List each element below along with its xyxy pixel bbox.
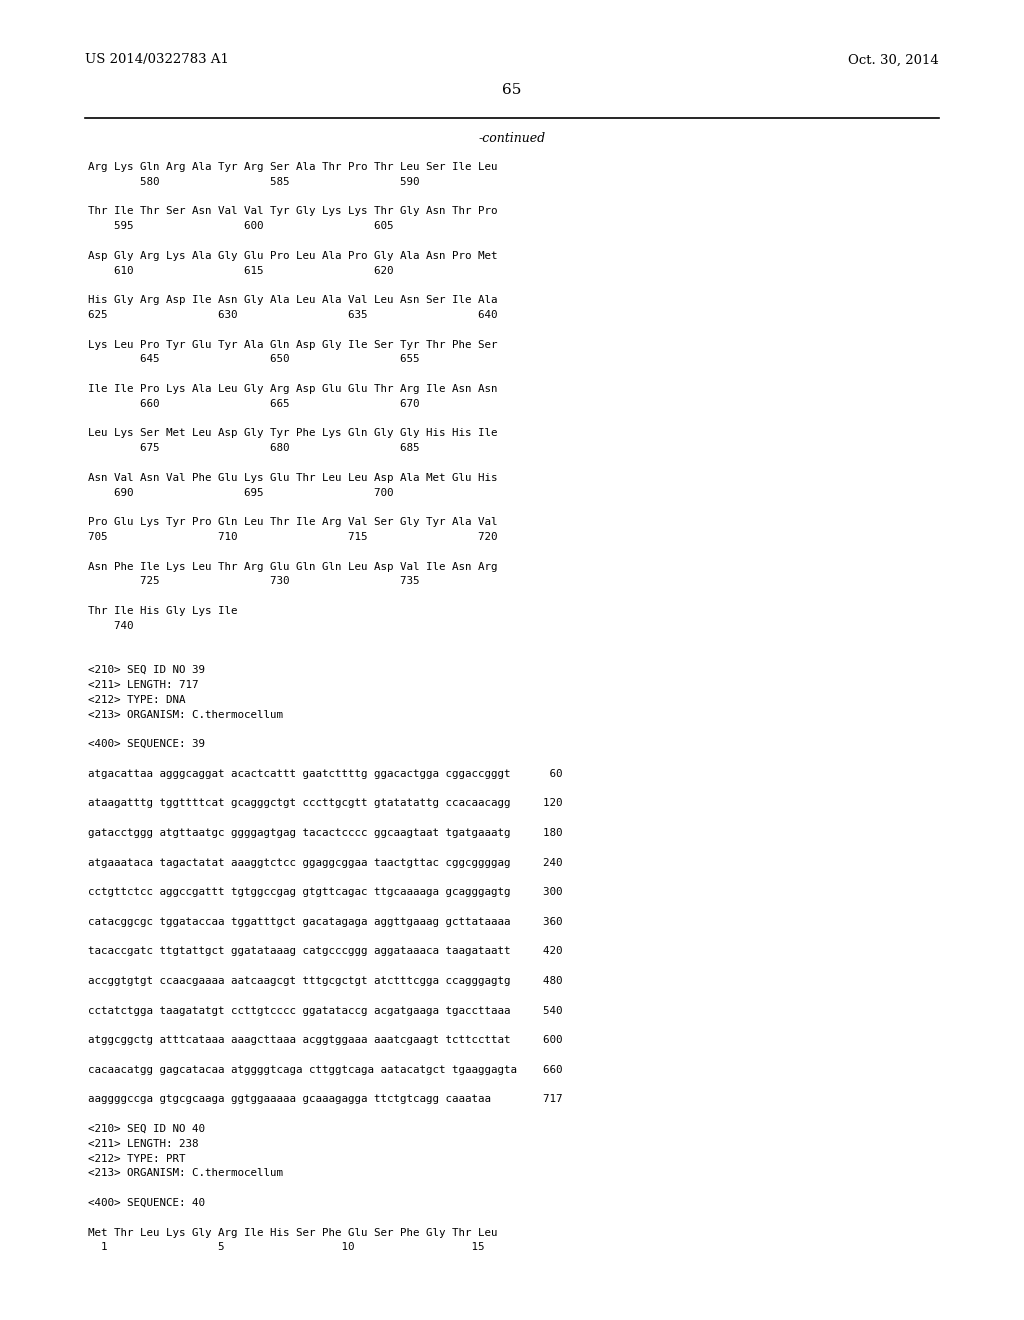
Text: -continued: -continued <box>478 132 546 144</box>
Text: Met Thr Leu Lys Gly Arg Ile His Ser Phe Glu Ser Phe Gly Thr Leu: Met Thr Leu Lys Gly Arg Ile His Ser Phe … <box>88 1228 498 1238</box>
Text: cctgttctcc aggccgattt tgtggccgag gtgttcagac ttgcaaaaga gcagggagtg     300: cctgttctcc aggccgattt tgtggccgag gtgttca… <box>88 887 562 898</box>
Text: Asp Gly Arg Lys Ala Gly Glu Pro Leu Ala Pro Gly Ala Asn Pro Met: Asp Gly Arg Lys Ala Gly Glu Pro Leu Ala … <box>88 251 498 261</box>
Text: 580                 585                 590: 580 585 590 <box>88 177 420 187</box>
Text: 740: 740 <box>88 620 133 631</box>
Text: Ile Ile Pro Lys Ala Leu Gly Arg Asp Glu Glu Thr Arg Ile Asn Asn: Ile Ile Pro Lys Ala Leu Gly Arg Asp Glu … <box>88 384 498 393</box>
Text: accggtgtgt ccaacgaaaa aatcaagcgt tttgcgctgt atctttcgga ccagggagtg     480: accggtgtgt ccaacgaaaa aatcaagcgt tttgcgc… <box>88 975 562 986</box>
Text: 690                 695                 700: 690 695 700 <box>88 487 393 498</box>
Text: gatacctggg atgttaatgc ggggagtgag tacactcccc ggcaagtaat tgatgaaatg     180: gatacctggg atgttaatgc ggggagtgag tacactc… <box>88 828 562 838</box>
Text: Pro Glu Lys Tyr Pro Gln Leu Thr Ile Arg Val Ser Gly Tyr Ala Val: Pro Glu Lys Tyr Pro Gln Leu Thr Ile Arg … <box>88 517 498 527</box>
Text: atggcggctg atttcataaa aaagcttaaa acggtggaaa aaatcgaagt tcttccttat     600: atggcggctg atttcataaa aaagcttaaa acggtgg… <box>88 1035 562 1045</box>
Text: 705                 710                 715                 720: 705 710 715 720 <box>88 532 498 543</box>
Text: His Gly Arg Asp Ile Asn Gly Ala Leu Ala Val Leu Asn Ser Ile Ala: His Gly Arg Asp Ile Asn Gly Ala Leu Ala … <box>88 296 498 305</box>
Text: Asn Val Asn Val Phe Glu Lys Glu Thr Leu Leu Asp Ala Met Glu His: Asn Val Asn Val Phe Glu Lys Glu Thr Leu … <box>88 473 498 483</box>
Text: Thr Ile Thr Ser Asn Val Val Tyr Gly Lys Lys Thr Gly Asn Thr Pro: Thr Ile Thr Ser Asn Val Val Tyr Gly Lys … <box>88 206 498 216</box>
Text: <210> SEQ ID NO 40: <210> SEQ ID NO 40 <box>88 1125 205 1134</box>
Text: Leu Lys Ser Met Leu Asp Gly Tyr Phe Lys Gln Gly Gly His His Ile: Leu Lys Ser Met Leu Asp Gly Tyr Phe Lys … <box>88 429 498 438</box>
Text: <400> SEQUENCE: 39: <400> SEQUENCE: 39 <box>88 739 205 750</box>
Text: <213> ORGANISM: C.thermocellum: <213> ORGANISM: C.thermocellum <box>88 710 283 719</box>
Text: 725                 730                 735: 725 730 735 <box>88 577 420 586</box>
Text: 1                 5                  10                  15: 1 5 10 15 <box>88 1242 484 1253</box>
Text: <210> SEQ ID NO 39: <210> SEQ ID NO 39 <box>88 665 205 676</box>
Text: Oct. 30, 2014: Oct. 30, 2014 <box>848 54 939 66</box>
Text: ataagatttg tggttttcat gcagggctgt cccttgcgtt gtatatattg ccacaacagg     120: ataagatttg tggttttcat gcagggctgt cccttgc… <box>88 799 562 808</box>
Text: <212> TYPE: DNA: <212> TYPE: DNA <box>88 694 185 705</box>
Text: <211> LENGTH: 238: <211> LENGTH: 238 <box>88 1139 199 1148</box>
Text: 610                 615                 620: 610 615 620 <box>88 265 393 276</box>
Text: 595                 600                 605: 595 600 605 <box>88 222 393 231</box>
Text: 660                 665                 670: 660 665 670 <box>88 399 420 409</box>
Text: Arg Lys Gln Arg Ala Tyr Arg Ser Ala Thr Pro Thr Leu Ser Ile Leu: Arg Lys Gln Arg Ala Tyr Arg Ser Ala Thr … <box>88 162 498 172</box>
Text: 65: 65 <box>503 83 521 96</box>
Text: <211> LENGTH: 717: <211> LENGTH: 717 <box>88 680 199 690</box>
Text: <212> TYPE: PRT: <212> TYPE: PRT <box>88 1154 185 1164</box>
Text: cacaacatgg gagcatacaa atggggtcaga cttggtcaga aatacatgct tgaaggagta    660: cacaacatgg gagcatacaa atggggtcaga cttggt… <box>88 1065 562 1074</box>
Text: Lys Leu Pro Tyr Glu Tyr Ala Gln Asp Gly Ile Ser Tyr Thr Phe Ser: Lys Leu Pro Tyr Glu Tyr Ala Gln Asp Gly … <box>88 339 498 350</box>
Text: catacggcgc tggataccaa tggatttgct gacatagaga aggttgaaag gcttataaaa     360: catacggcgc tggataccaa tggatttgct gacatag… <box>88 917 562 927</box>
Text: 675                 680                 685: 675 680 685 <box>88 444 420 453</box>
Text: atgaaataca tagactatat aaaggtctcc ggaggcggaa taactgttac cggcggggag     240: atgaaataca tagactatat aaaggtctcc ggaggcg… <box>88 858 562 867</box>
Text: aaggggccga gtgcgcaaga ggtggaaaaa gcaaagagga ttctgtcagg caaataa        717: aaggggccga gtgcgcaaga ggtggaaaaa gcaaaga… <box>88 1094 562 1105</box>
Text: Asn Phe Ile Lys Leu Thr Arg Glu Gln Gln Leu Asp Val Ile Asn Arg: Asn Phe Ile Lys Leu Thr Arg Glu Gln Gln … <box>88 561 498 572</box>
Text: <213> ORGANISM: C.thermocellum: <213> ORGANISM: C.thermocellum <box>88 1168 283 1179</box>
Text: US 2014/0322783 A1: US 2014/0322783 A1 <box>85 54 229 66</box>
Text: <400> SEQUENCE: 40: <400> SEQUENCE: 40 <box>88 1199 205 1208</box>
Text: atgacattaa agggcaggat acactcattt gaatcttttg ggacactgga cggaccgggt      60: atgacattaa agggcaggat acactcattt gaatctt… <box>88 768 562 779</box>
Text: tacaccgatc ttgtattgct ggatataaag catgcccggg aggataaaca taagataatt     420: tacaccgatc ttgtattgct ggatataaag catgccc… <box>88 946 562 957</box>
Text: 625                 630                 635                 640: 625 630 635 640 <box>88 310 498 319</box>
Text: Thr Ile His Gly Lys Ile: Thr Ile His Gly Lys Ile <box>88 606 238 616</box>
Text: 645                 650                 655: 645 650 655 <box>88 354 420 364</box>
Text: cctatctgga taagatatgt ccttgtcccc ggatataccg acgatgaaga tgaccttaaa     540: cctatctgga taagatatgt ccttgtcccc ggatata… <box>88 1006 562 1015</box>
